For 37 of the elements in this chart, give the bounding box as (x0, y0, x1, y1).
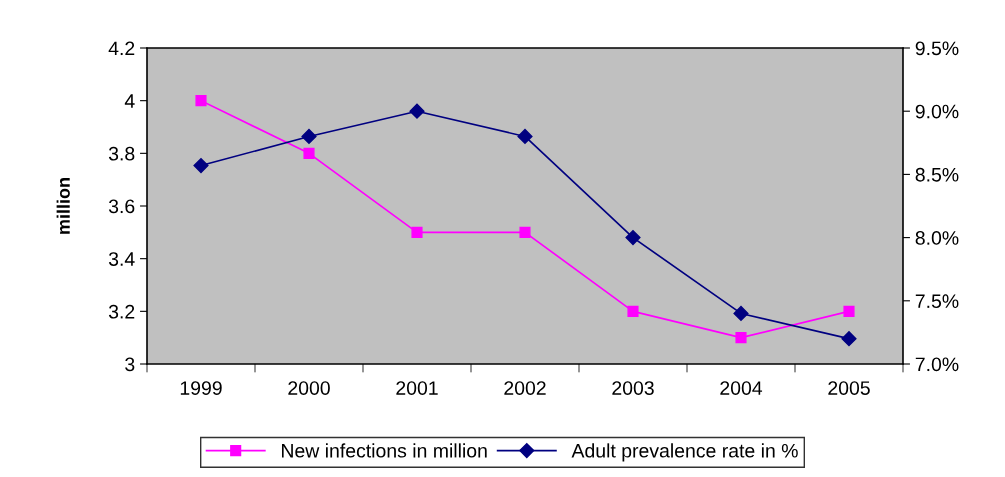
point (195, 95, 207, 107)
y2-tick-label: 8.0% (915, 231, 959, 245)
point (841, 331, 857, 347)
y2-tick-label: 7.5% (915, 294, 959, 309)
point (411, 226, 423, 238)
point (193, 157, 209, 174)
x-tick-label: 2003 (612, 381, 654, 395)
point (627, 305, 639, 317)
y-axis-title: million (56, 178, 70, 234)
y2-tick-label: 9.0% (915, 104, 959, 119)
x-tick-label: 2005 (828, 381, 870, 395)
y2-tick-label: 7.0% (915, 357, 959, 372)
point (733, 305, 749, 322)
legend-label: Adult prevalence rate in % (571, 443, 798, 462)
legend-label: New infections in million (282, 443, 487, 458)
x-tick-label: 2002 (504, 381, 546, 395)
x-tick-label: 2004 (720, 381, 763, 395)
y-tick-label: 3.8 (108, 146, 135, 161)
point (409, 103, 425, 119)
x-tick-label: 1999 (180, 381, 222, 395)
y-tick-label: 3.2 (108, 304, 135, 319)
point (735, 332, 747, 344)
x-tick-label: 2001 (396, 381, 438, 395)
y-tick-label: 3 (125, 357, 135, 372)
point (519, 226, 531, 238)
x-tick-label: 2000 (288, 381, 330, 395)
point (301, 128, 317, 145)
y-tick-label: 4 (124, 94, 135, 108)
point (843, 305, 855, 317)
point (625, 230, 641, 246)
y-tick-label: 3.6 (108, 199, 135, 214)
y2-tick-label: 9.5% (915, 41, 959, 56)
y2-tick-label: 8.5% (915, 167, 959, 182)
y-tick-label: 3.4 (108, 252, 135, 266)
point (303, 147, 315, 159)
point (517, 128, 533, 145)
y-tick-label: 4.2 (108, 41, 135, 56)
